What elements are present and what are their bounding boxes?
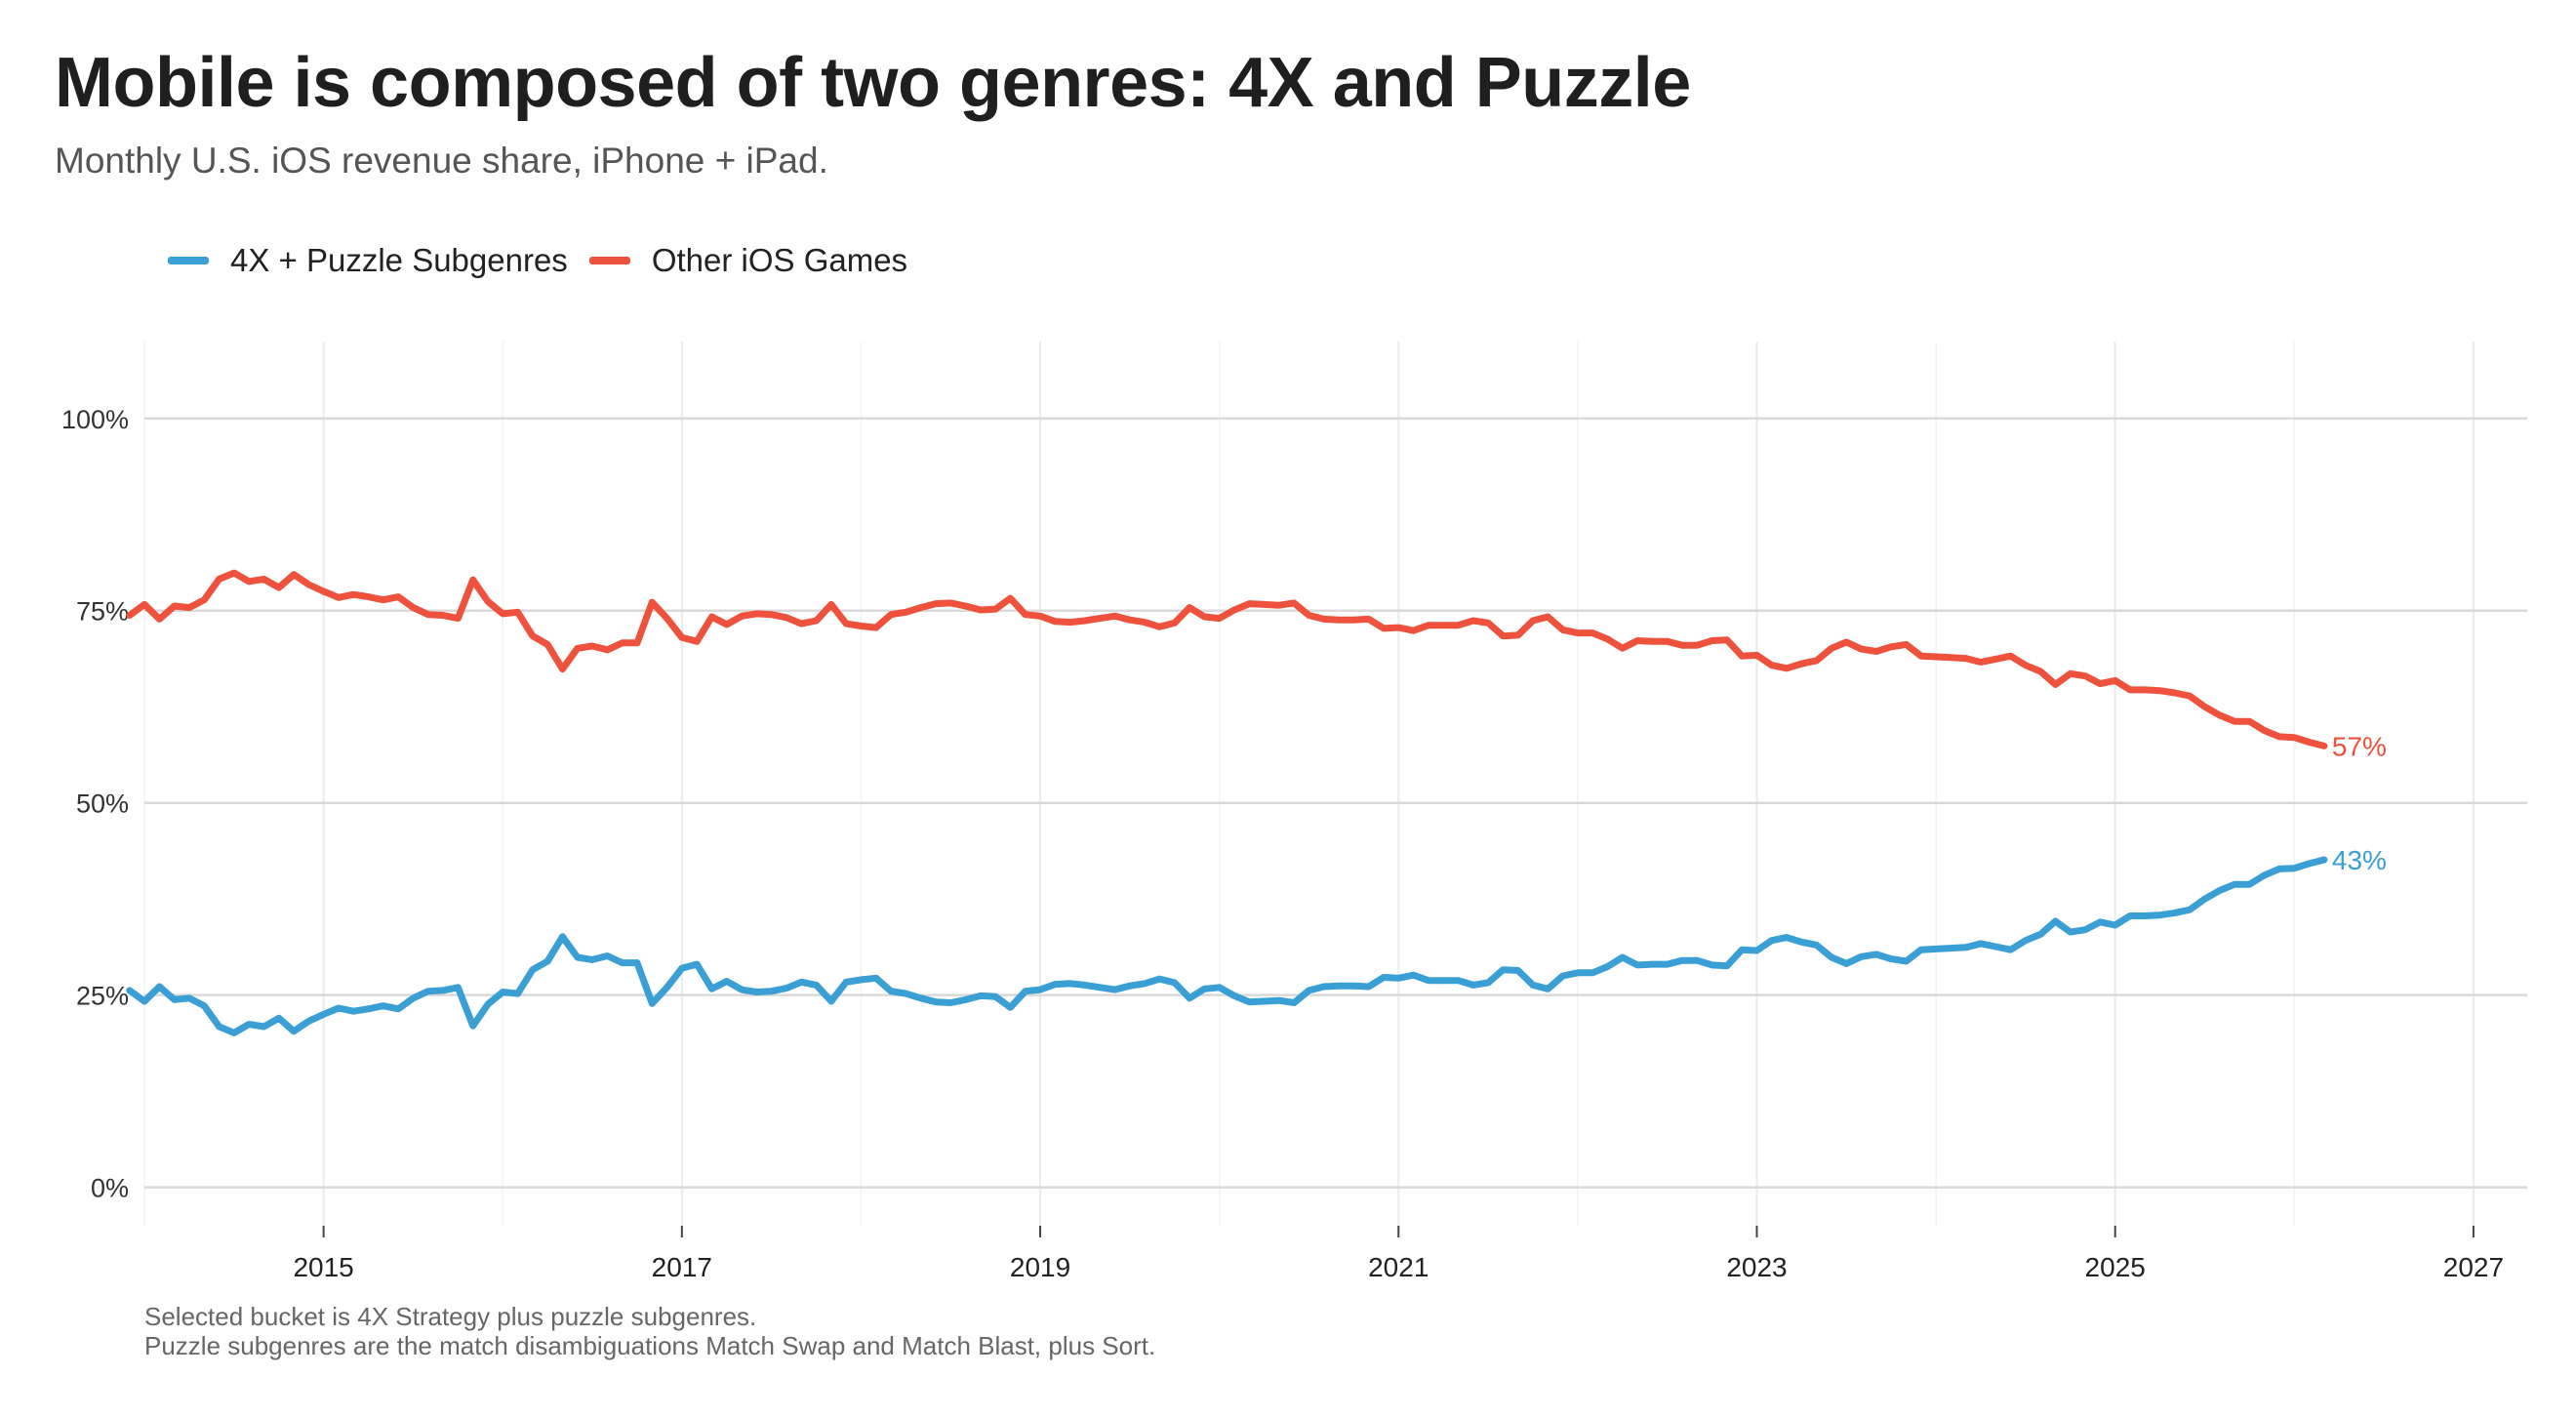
x-tick-label: 2015 — [293, 1252, 353, 1282]
legend-item-series-2: Other iOS Games — [588, 242, 908, 279]
legend-swatch-series-2 — [588, 257, 630, 264]
x-tick-label: 2021 — [1368, 1252, 1429, 1282]
x-tick-label: 2017 — [652, 1252, 712, 1282]
legend-label-series-2: Other iOS Games — [651, 242, 908, 278]
x-tick-label: 2027 — [2443, 1252, 2504, 1282]
y-tick-label: 100% — [61, 405, 129, 434]
x-tick-label: 2019 — [1010, 1252, 1070, 1282]
series-line-1 — [126, 856, 2328, 1036]
chart-title: Mobile is composed of two genres: 4X and… — [55, 44, 1691, 122]
chart-subtitle: Monthly U.S. iOS revenue share, iPhone +… — [55, 141, 828, 181]
legend: 4X + Puzzle Subgenres Other iOS Games — [168, 242, 929, 279]
y-tick-label: 50% — [76, 789, 129, 819]
footnote: Selected bucket is 4X Strategy plus puzz… — [144, 1302, 1155, 1360]
x-tick-label: 2023 — [1726, 1252, 1787, 1282]
legend-swatch-series-1 — [168, 257, 209, 264]
series-line-2 — [126, 569, 2328, 749]
footnote-line-1: Selected bucket is 4X Strategy plus puzz… — [144, 1302, 757, 1331]
series-end-label-2: 57% — [2332, 731, 2387, 761]
x-tick-label: 2025 — [2085, 1252, 2146, 1282]
footnote-line-2: Puzzle subgenres are the match disambigu… — [144, 1331, 1156, 1360]
y-tick-label: 25% — [76, 982, 129, 1011]
y-tick-label: 75% — [76, 597, 129, 627]
legend-label-series-1: 4X + Puzzle Subgenres — [230, 242, 568, 278]
legend-item-series-1: 4X + Puzzle Subgenres — [168, 242, 568, 279]
series-end-label-1: 43% — [2332, 845, 2387, 875]
y-tick-label: 0% — [91, 1174, 129, 1203]
